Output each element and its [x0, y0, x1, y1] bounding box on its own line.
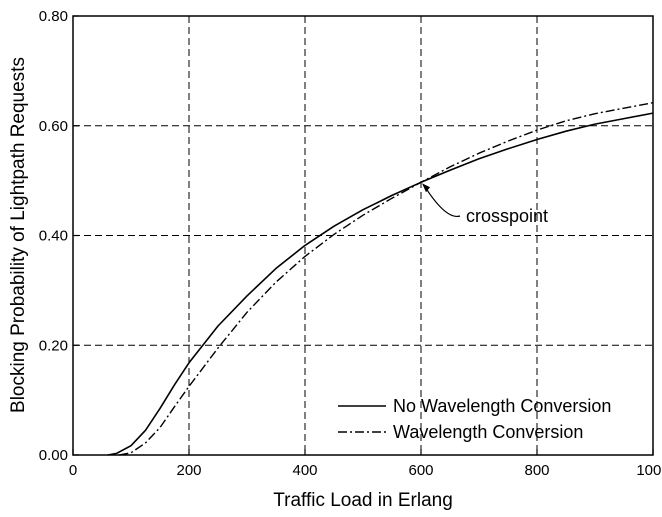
- series-line-no-conversion: [107, 112, 654, 456]
- annotation-layer: crosspoint: [422, 183, 548, 226]
- x-tick-label: 0: [69, 462, 77, 479]
- x-tick-label: 400: [292, 462, 317, 479]
- series-line-conversion: [119, 102, 654, 456]
- crosspoint-arrowhead: [422, 183, 430, 193]
- x-axis-label: Traffic Load in Erlang: [273, 490, 453, 511]
- series-layer: [107, 102, 654, 456]
- x-tick-label: 600: [408, 462, 433, 479]
- grid-layer: [73, 16, 653, 455]
- y-tick-label: 0.60: [39, 118, 68, 135]
- legend: No Wavelength Conversion Wavelength Conv…: [338, 396, 611, 442]
- crosspoint-label: crosspoint: [466, 206, 548, 226]
- y-tick-label: 0.40: [39, 228, 68, 245]
- x-tick-label: 200: [176, 462, 201, 479]
- crosspoint-arrow: [423, 184, 461, 217]
- y-tick-label: 0.00: [39, 447, 68, 464]
- legend-label-no-conversion: No Wavelength Conversion: [393, 396, 611, 416]
- legend-label-conversion: Wavelength Conversion: [393, 422, 583, 442]
- y-axis-label: Blocking Probability of Lightpath Reques…: [8, 57, 29, 413]
- y-tick-label: 0.80: [39, 8, 68, 25]
- x-tick-label: 800: [524, 462, 549, 479]
- y-tick-label: 0.20: [39, 337, 68, 354]
